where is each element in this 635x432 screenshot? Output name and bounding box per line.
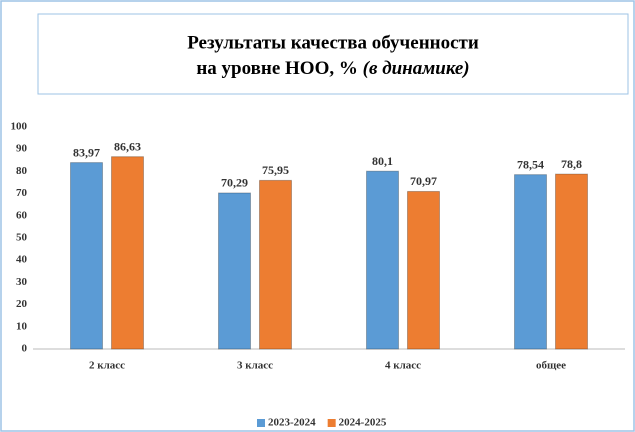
y-tick-label: 60 [16, 209, 28, 221]
x-tick-label: общее [536, 360, 566, 372]
data-label: 75,95 [262, 163, 289, 177]
chart-title: Результаты качества обученности [187, 32, 479, 53]
bar [407, 190, 440, 350]
bar [218, 192, 251, 350]
data-label: 78,54 [517, 157, 544, 171]
bar [555, 173, 588, 350]
data-label: 86,63 [114, 139, 141, 153]
legend-label: 2024-2025 [339, 417, 387, 429]
bar [514, 174, 547, 350]
x-tick-label: 4 класс [385, 360, 421, 372]
legend-swatch [327, 419, 336, 427]
data-label: 78,8 [561, 157, 582, 171]
legend-label: 2023-2024 [268, 417, 316, 429]
bar [259, 179, 292, 350]
data-label: 83,97 [73, 145, 100, 159]
chart-title-line2: на уровне НОО, % (в динамике) [196, 58, 469, 79]
y-tick-label: 90 [16, 143, 28, 155]
x-tick-label: 3 класс [237, 360, 273, 372]
title-italic: (в динамике) [363, 58, 470, 79]
y-tick-label: 0 [22, 343, 28, 355]
legend-swatch [257, 419, 265, 427]
y-tick-label: 80 [16, 165, 28, 177]
bar [111, 156, 144, 350]
data-label: 70,29 [221, 176, 248, 190]
y-tick-label: 50 [16, 232, 28, 244]
y-tick-label: 100 [11, 121, 28, 133]
y-tick-label: 30 [16, 276, 28, 288]
y-tick-label: 10 [16, 320, 28, 332]
bar [366, 170, 399, 350]
title-part: на уровне НОО, % [196, 58, 358, 79]
title-box [37, 13, 629, 95]
data-label: 80,1 [372, 154, 393, 168]
y-tick-label: 70 [16, 187, 28, 199]
x-tick-label: 2 класс [89, 360, 125, 372]
bar [70, 162, 103, 350]
y-tick-label: 40 [16, 254, 28, 266]
data-label: 70,97 [410, 174, 437, 188]
y-tick-label: 20 [16, 298, 28, 310]
